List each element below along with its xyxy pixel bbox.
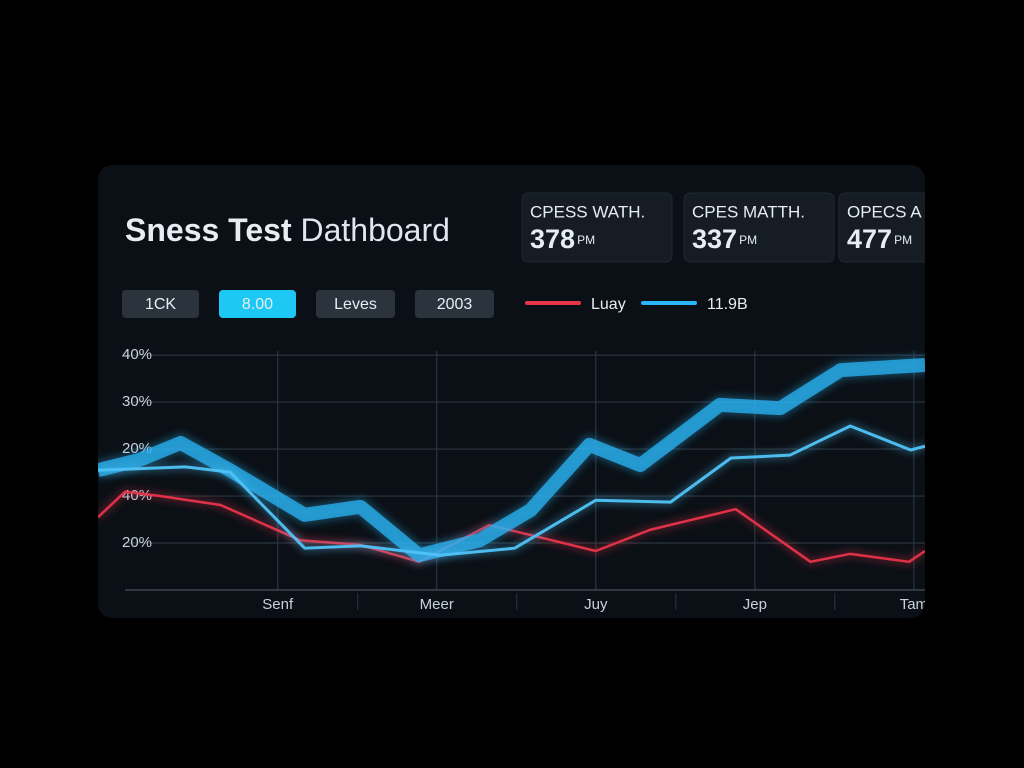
series-line — [98, 424, 925, 557]
card-label: CPES MATTH. — [692, 202, 805, 221]
filter-button[interactable]: 8.00 — [219, 290, 296, 318]
card-bg — [521, 192, 673, 263]
plot: 40%30%20%40%20%Senf Meer Juy Jep Tam — [98, 346, 928, 613]
card-bg — [683, 192, 835, 263]
filter-bg[interactable] — [415, 290, 494, 318]
card-bg — [838, 192, 925, 263]
title-strong: Sness Test — [125, 212, 292, 248]
y-tick-label: 30% — [122, 393, 152, 410]
legend-label: 11.9B — [707, 296, 748, 313]
filter-button[interactable]: 2003 — [415, 290, 494, 318]
x-tick-label: Senf — [262, 596, 294, 613]
card-label: OPECS A — [847, 202, 922, 221]
stat-card[interactable]: CPES MATTH. 337 PM — [683, 192, 835, 263]
card-value-line: 477 PM — [847, 224, 912, 254]
y-tick-label: 40% — [122, 346, 152, 363]
series-line — [98, 357, 925, 563]
filter-bg[interactable] — [316, 290, 395, 318]
title-light: Dathboard — [300, 212, 449, 248]
filter-label[interactable]: 1CK — [145, 296, 176, 313]
filter-bar: 1CK 8.00 Leves 2003 — [122, 290, 494, 318]
card-value-line: 378 PM — [530, 224, 595, 254]
card-unit: PM — [739, 233, 757, 247]
legend: Luay 11.9B — [525, 296, 748, 313]
stat-card[interactable]: OPECS A 477 PM — [838, 192, 989, 263]
filter-bg[interactable] — [122, 290, 199, 318]
filter-label[interactable]: 8.00 — [242, 296, 273, 313]
card-unit: PM — [577, 233, 595, 247]
y-tick-label: 20% — [122, 534, 152, 551]
card-value-line: 337 PM — [692, 224, 757, 254]
filter-button[interactable]: 1CK — [122, 290, 199, 318]
card-value: 477 — [847, 224, 892, 254]
card-label: CPESS WATH. — [530, 202, 645, 221]
card-unit: PM — [894, 233, 912, 247]
card-value: 337 — [692, 224, 737, 254]
x-tick-label: Juy — [584, 596, 608, 613]
stat-card[interactable]: CPESS WATH. 378 PM — [521, 192, 673, 263]
dashboard-panel: Sness Test Dathboard CPESS WATH.378 PMCPE… — [98, 165, 989, 618]
x-tick-label: Tam — [900, 596, 928, 613]
x-tick-label: Jep — [743, 596, 767, 613]
filter-label[interactable]: 2003 — [437, 296, 473, 313]
filter-label[interactable]: Leves — [334, 296, 377, 313]
legend-label: Luay — [591, 296, 626, 313]
x-tick-label: Meer — [420, 596, 454, 613]
card-value: 378 — [530, 224, 575, 254]
filter-button[interactable]: Leves — [316, 290, 395, 318]
dashboard-title: Sness Test Dathboard — [125, 212, 450, 248]
filter-bg[interactable] — [219, 290, 296, 318]
